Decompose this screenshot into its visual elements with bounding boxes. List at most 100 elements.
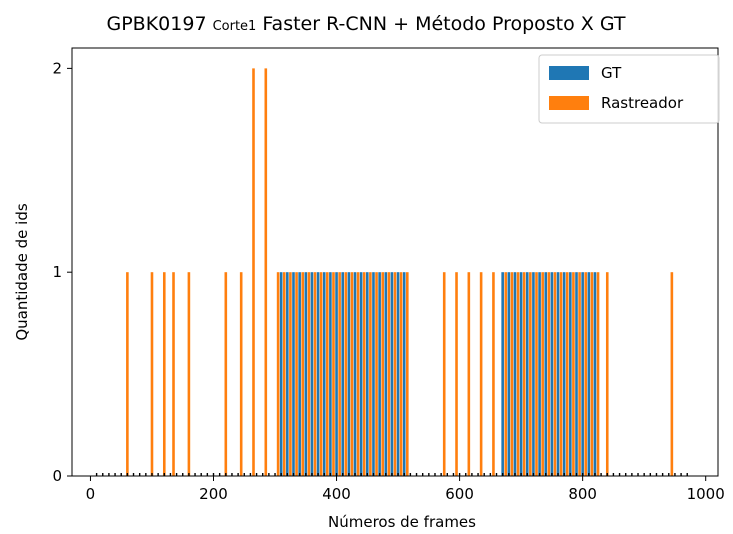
bar-gt xyxy=(594,272,597,476)
bar-rastreador xyxy=(548,272,551,476)
bar-gt xyxy=(532,272,535,476)
bar-gt xyxy=(372,272,375,476)
bar-rastreador xyxy=(535,272,538,476)
x-tick-label: 600 xyxy=(445,485,474,503)
bar-rastreador xyxy=(554,272,557,476)
bar-gt xyxy=(403,272,406,476)
bar-gt xyxy=(514,272,517,476)
bar-rastreador xyxy=(188,272,191,476)
bar-gt xyxy=(384,272,387,476)
x-axis-label: Números de frames xyxy=(328,513,476,531)
bar-rastreador xyxy=(277,272,280,476)
bar-gt xyxy=(391,272,394,476)
bar-rastreador xyxy=(151,272,154,476)
bar-rastreador xyxy=(301,272,304,476)
bar-gt xyxy=(551,272,554,476)
bar-gt xyxy=(292,272,295,476)
bar-rastreador xyxy=(492,272,495,476)
bar-gt xyxy=(526,272,529,476)
bar-rastreador xyxy=(480,272,483,476)
bar-rastreador xyxy=(529,272,532,476)
bar-gt xyxy=(286,272,289,476)
bar-gt xyxy=(544,272,547,476)
bar-gt xyxy=(354,272,357,476)
x-axis: 0 200 400 600 800 1000 xyxy=(86,476,725,503)
y-tick-label: 2 xyxy=(52,59,62,77)
x-tick-label: 0 xyxy=(86,485,96,503)
x-tick-label: 400 xyxy=(322,485,351,503)
bar-rastreador xyxy=(560,272,563,476)
bar-rastreador xyxy=(541,272,544,476)
bar-gt xyxy=(557,272,560,476)
bar-rastreador xyxy=(320,272,323,476)
bar-rastreador xyxy=(597,272,600,476)
bar-gt xyxy=(588,272,591,476)
bar-rastreador xyxy=(295,272,298,476)
bar-rastreador xyxy=(455,272,458,476)
bar-rastreador xyxy=(468,272,471,476)
bar-gt xyxy=(378,272,381,476)
chart-title: GPBK0197 Corte1 Faster R-CNN + Método Pr… xyxy=(107,13,626,35)
bar-gt xyxy=(298,272,301,476)
bar-rastreador xyxy=(265,68,268,476)
legend-label-gt: GT xyxy=(601,64,622,82)
legend-frame xyxy=(539,55,719,123)
bar-rastreador xyxy=(406,272,409,476)
bar-gt xyxy=(575,272,578,476)
bar-rastreador xyxy=(338,272,341,476)
bar-rastreador xyxy=(517,272,520,476)
bar-rastreador xyxy=(584,272,587,476)
bar-rastreador xyxy=(163,272,166,476)
bar-rastreador xyxy=(283,272,286,476)
bar-rastreador xyxy=(172,272,175,476)
bar-gt xyxy=(280,272,283,476)
bar-rastreador xyxy=(394,272,397,476)
bar-gt xyxy=(520,272,523,476)
y-tick-label: 0 xyxy=(52,467,62,485)
y-tick-label: 1 xyxy=(52,263,62,281)
x-tick-label: 800 xyxy=(568,485,597,503)
legend-swatch-rastreador xyxy=(549,96,589,110)
bar-rastreador xyxy=(381,272,384,476)
bar-rastreador xyxy=(523,272,526,476)
bar-rastreador xyxy=(578,272,581,476)
bar-rastreador xyxy=(240,272,243,476)
bar-rastreador xyxy=(671,272,674,476)
bar-gt xyxy=(366,272,369,476)
bar-gt xyxy=(323,272,326,476)
bar-rastreador xyxy=(289,272,292,476)
bar-rastreador xyxy=(357,272,360,476)
bar-rastreador xyxy=(252,68,255,476)
bar-gt xyxy=(508,272,511,476)
bar-rastreador xyxy=(344,272,347,476)
bar-rastreador xyxy=(572,272,575,476)
bar-rastreador xyxy=(511,272,514,476)
bar-gt xyxy=(304,272,307,476)
bars xyxy=(126,68,673,476)
bar-gt xyxy=(348,272,351,476)
bar-gt xyxy=(329,272,332,476)
bar-rastreador xyxy=(308,272,311,476)
bar-gt xyxy=(581,272,584,476)
bar-rastreador xyxy=(332,272,335,476)
bar-gt xyxy=(360,272,363,476)
bar-rastreador xyxy=(126,272,129,476)
bar-gt xyxy=(538,272,541,476)
bar-gt xyxy=(311,272,314,476)
bar-rastreador xyxy=(591,272,594,476)
bar-rastreador xyxy=(351,272,354,476)
bar-rastreador xyxy=(375,272,378,476)
y-axis: 0 1 2 xyxy=(52,59,72,485)
bar-rastreador xyxy=(363,272,366,476)
bar-rastreador xyxy=(400,272,403,476)
bar-rastreador xyxy=(566,272,569,476)
y-axis-label: Quantidade de ids xyxy=(13,203,31,340)
bar-rastreador xyxy=(504,272,507,476)
bar-rastreador xyxy=(443,272,446,476)
bar-gt xyxy=(563,272,566,476)
bar-rastreador xyxy=(314,272,317,476)
bar-gt xyxy=(501,272,504,476)
bar-rastreador xyxy=(369,272,372,476)
x-tick-label: 1000 xyxy=(687,485,725,503)
